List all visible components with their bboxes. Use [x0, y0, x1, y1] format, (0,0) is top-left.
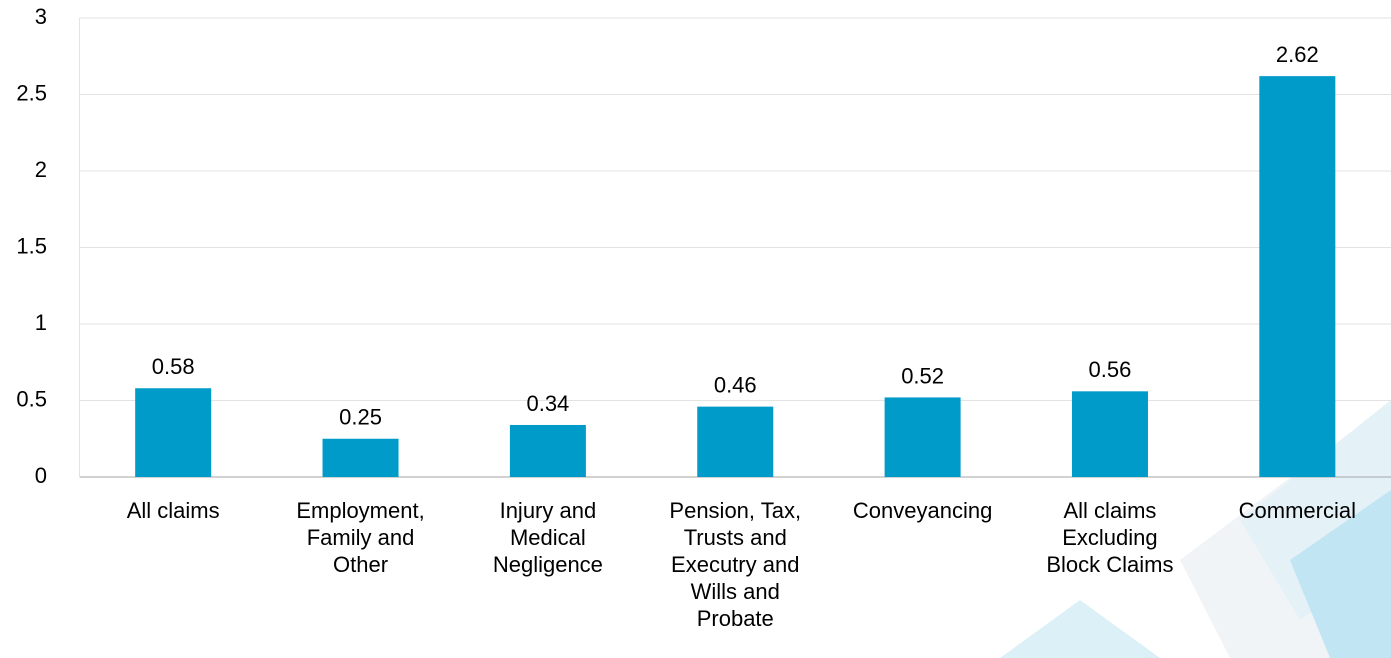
x-tick-label: Conveyancing	[852, 498, 993, 523]
deco-shape	[1290, 490, 1391, 658]
x-tick-label: All claims	[126, 498, 220, 523]
deco-shape	[1000, 600, 1160, 658]
value-label: 0.58	[152, 354, 195, 379]
x-tick-label: Employment, Family and Other	[296, 498, 425, 577]
value-label: 0.34	[526, 391, 569, 416]
bar	[1071, 391, 1148, 477]
background-decoration	[1000, 400, 1391, 658]
value-label: 0.46	[714, 372, 757, 397]
bar	[884, 397, 961, 477]
y-tick-label: 0.5	[16, 386, 47, 411]
y-tick-label: 1.5	[16, 233, 47, 258]
value-label: 2.62	[1276, 42, 1319, 67]
bar	[509, 424, 586, 477]
y-tick-label: 2	[35, 157, 47, 182]
y-tick-label: 1	[35, 310, 47, 335]
bar	[135, 388, 212, 477]
x-tick-label: Pension, Tax, Trusts and Executry and Wi…	[669, 498, 802, 631]
value-label: 0.52	[901, 363, 944, 388]
x-tick-label: All claims Excluding Block Claims	[1046, 498, 1174, 577]
x-tick-label: Injury and Medical Negligence	[492, 498, 603, 577]
bar	[1259, 76, 1336, 477]
bar	[697, 406, 774, 477]
x-tick-label: Commercial	[1238, 498, 1356, 523]
y-tick-label: 0	[35, 463, 47, 488]
value-label: 0.25	[339, 405, 382, 430]
y-tick-label: 2.5	[16, 80, 47, 105]
bar	[322, 438, 399, 477]
y-tick-label: 3	[35, 4, 47, 29]
value-label: 0.56	[1089, 357, 1132, 382]
